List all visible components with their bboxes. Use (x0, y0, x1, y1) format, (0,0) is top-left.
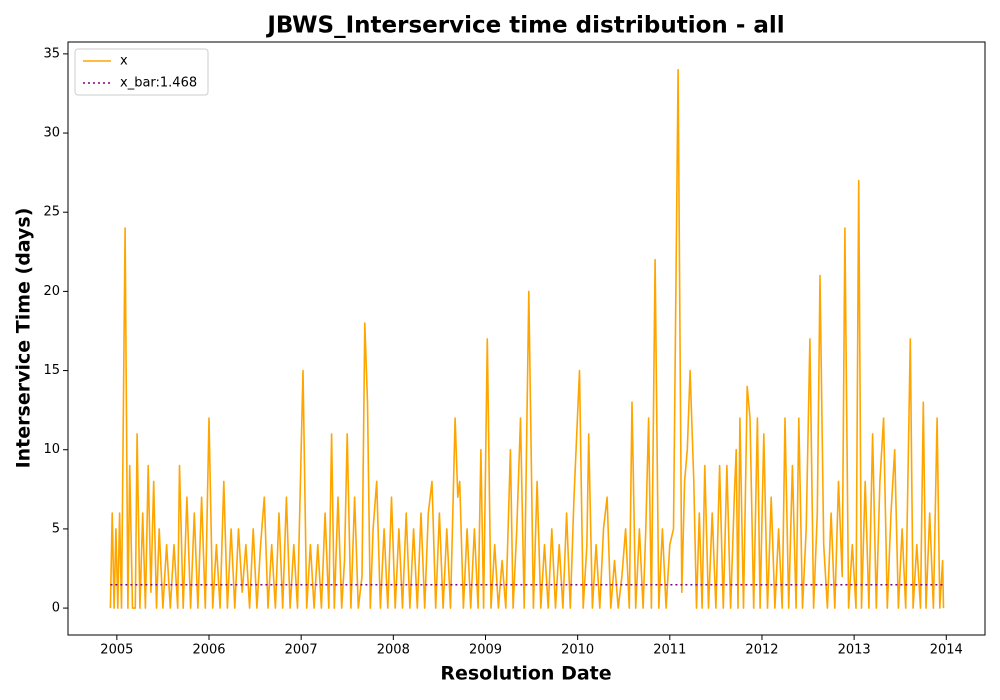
y-tick-label: 20 (43, 284, 60, 299)
y-tick-label: 30 (43, 126, 60, 141)
chart-title: JBWS_Interservice time distribution - al… (265, 13, 784, 39)
x-tick-label: 2008 (377, 643, 410, 658)
y-tick-label: 15 (43, 363, 60, 378)
x-tick-label: 2009 (469, 643, 502, 658)
plot-frame (67, 41, 986, 636)
legend-label: x_bar:1.468 (120, 76, 197, 91)
y-tick-label: 10 (43, 442, 60, 457)
legend-label: x (120, 54, 128, 69)
y-tick-label: 35 (43, 46, 60, 61)
x-tick-label: 2007 (285, 643, 318, 658)
x-tick-label: 2011 (653, 643, 686, 658)
x-tick-label: 2006 (192, 643, 225, 658)
y-tick-label: 0 (52, 601, 60, 616)
x-axis-label: Resolution Date (440, 663, 611, 685)
y-axis-label: Interservice Time (days) (13, 208, 35, 469)
series-line (109, 68, 945, 609)
y-tick-label: 5 (52, 521, 60, 536)
y-tick-label: 25 (43, 205, 60, 220)
x-tick-label: 2012 (745, 643, 778, 658)
x-tick-label: 2005 (100, 643, 133, 658)
x-tick-label: 2010 (561, 643, 594, 658)
x-tick-label: 2014 (930, 643, 963, 658)
x-tick-label: 2013 (838, 643, 871, 658)
